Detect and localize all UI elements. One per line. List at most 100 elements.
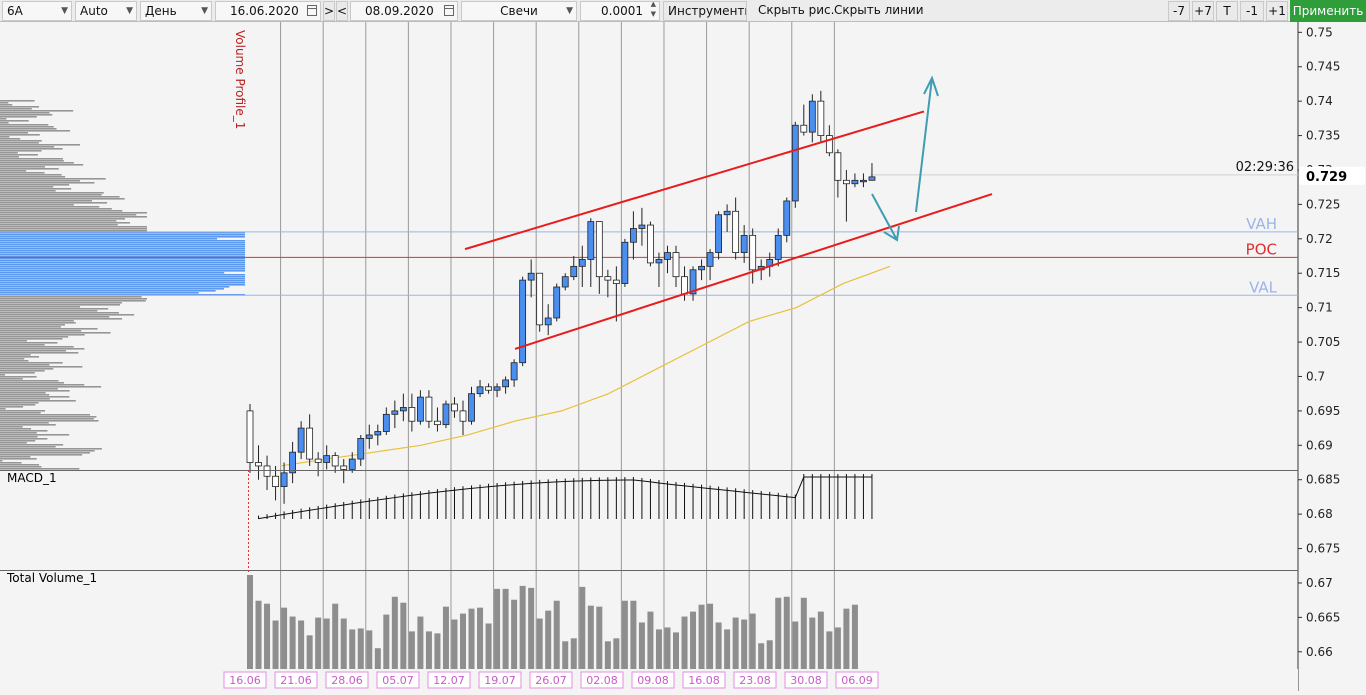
volume-bar (383, 614, 390, 669)
volume-profile-bar (0, 240, 245, 242)
candle (561, 276, 569, 288)
volume-bar (357, 628, 364, 669)
date-from-field[interactable]: 16.06.2020 (215, 1, 321, 21)
candle (706, 252, 714, 267)
candle (289, 451, 297, 474)
volume-bar (374, 648, 381, 669)
volume-profile-bar (0, 330, 82, 332)
volume-bar (323, 618, 330, 669)
volume-bar (468, 608, 475, 669)
volume-bar (562, 641, 569, 669)
next-button[interactable]: < (336, 1, 348, 21)
volume-bar (417, 616, 424, 669)
tools-button[interactable]: Инструменты (663, 1, 747, 21)
apply-button[interactable]: Применить (1290, 0, 1366, 22)
candle (698, 265, 705, 271)
volume-profile-bar (0, 468, 80, 470)
volume-profile-bar (0, 304, 121, 306)
volume-profile-bar (0, 464, 40, 466)
volume-bar (775, 597, 782, 669)
candle (612, 279, 620, 284)
candle (732, 210, 740, 253)
price-chart[interactable]: 0.750.7450.740.7350.730.7250.720.7150.71… (0, 22, 1366, 691)
date-label-box (835, 671, 879, 689)
candle (672, 252, 680, 278)
volume-bar (247, 575, 253, 669)
candle (536, 272, 544, 326)
hide-drawings-button[interactable]: Скрыть рис. (758, 3, 835, 17)
volume-profile-bar (0, 174, 62, 176)
volume-profile-bar (0, 436, 38, 438)
symbol-select[interactable]: 6A ▼ (2, 1, 72, 21)
volume-bar (681, 616, 688, 669)
forecast-arrow-up[interactable] (915, 75, 939, 213)
candle (391, 410, 399, 415)
calendar-icon[interactable] (307, 5, 317, 16)
volume-profile-bar (0, 282, 245, 284)
volume-bar (800, 597, 807, 669)
candle (544, 317, 552, 326)
chart-style-value: Свечи (500, 4, 538, 18)
chart-style-select[interactable]: Свечи ▼ (461, 1, 577, 21)
volume-profile-bar (0, 440, 36, 442)
volume-profile-bar (0, 410, 46, 412)
channel-lower-line[interactable] (514, 193, 993, 350)
volume-profile-bar (0, 422, 49, 424)
today-button[interactable]: T (1216, 1, 1238, 21)
shift-minus1-button[interactable]: -1 (1240, 1, 1264, 21)
volume-bar (851, 604, 858, 669)
volume-profile-bar (0, 192, 104, 194)
volume-profile-bar (0, 216, 147, 218)
volume-profile-bar (0, 146, 55, 148)
volume-bar (528, 587, 535, 669)
calendar-icon[interactable] (444, 5, 454, 16)
shift-plus7-button[interactable]: +7 (1192, 1, 1214, 21)
volume-profile-bar (0, 166, 45, 168)
channel-upper-line[interactable] (464, 110, 925, 251)
volume-profile-bar (0, 236, 245, 238)
volume-profile-bar (0, 162, 74, 164)
scale-value: Auto (80, 4, 108, 18)
shift-plus1-button[interactable]: +1 (1266, 1, 1288, 21)
volume-profile-bar (0, 446, 56, 448)
price-axis-background (1298, 22, 1366, 691)
volume-profile-bar (0, 308, 109, 310)
date-to-field[interactable]: 08.09.2020 (350, 1, 458, 21)
volume-bar (425, 631, 432, 669)
period-select[interactable]: День ▼ (140, 1, 212, 21)
volume-profile-bar (0, 360, 29, 362)
date-label: 16.08 (688, 674, 720, 687)
volume-bar (766, 640, 773, 669)
chart-area[interactable]: 0.750.7450.740.7350.730.7250.720.7150.71… (0, 22, 1366, 691)
candle (723, 210, 731, 216)
candle (476, 386, 484, 395)
stepper-arrows-icon[interactable]: ▲ ▼ (650, 1, 656, 18)
tick-size-stepper[interactable]: 0.0001 ▲ ▼ (580, 1, 660, 21)
volume-profile-bar (0, 204, 74, 206)
volume-profile-bar (0, 374, 5, 376)
candle (340, 465, 348, 470)
volume-profile-bar (0, 164, 84, 166)
volume-profile-bar (0, 156, 19, 158)
candle (263, 465, 271, 477)
volume-profile-bar (0, 158, 63, 160)
moving-average-line (279, 265, 891, 467)
volume-bar (638, 622, 645, 669)
volume-profile-bar (0, 434, 70, 436)
date-label-box (580, 671, 624, 689)
volume-bar (511, 599, 518, 669)
prev-button[interactable]: > (323, 1, 335, 21)
volume-profile-bar (0, 176, 66, 178)
scale-select[interactable]: Auto ▼ (75, 1, 137, 21)
forecast-arrow-down[interactable] (871, 193, 900, 242)
shift-minus7-button[interactable]: -7 (1168, 1, 1190, 21)
volume-profile-bar (0, 442, 27, 444)
price-tick-label: 0.67 (1306, 576, 1333, 590)
volume-profile-bar (0, 336, 69, 338)
date-label: 16.06 (229, 674, 261, 687)
volume-profile-bar (0, 448, 102, 450)
hide-lines-button[interactable]: Скрыть линии (834, 3, 924, 17)
price-tick-label: 0.665 (1306, 610, 1340, 624)
volume-bar (315, 617, 322, 669)
candle (834, 152, 842, 181)
